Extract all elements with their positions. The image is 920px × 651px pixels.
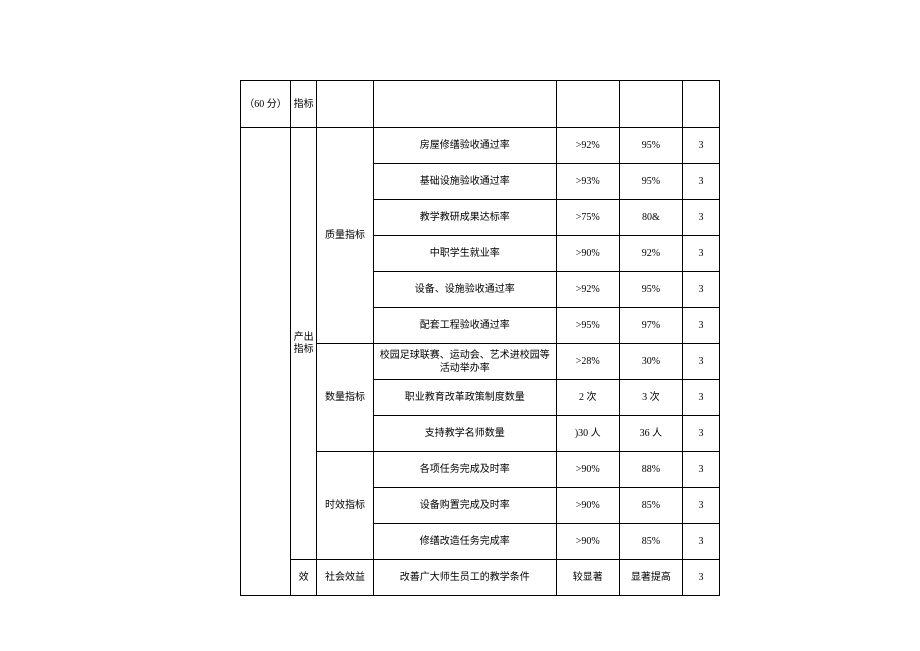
cell-target: >92% — [556, 128, 619, 164]
header-cell-blank-e — [556, 81, 619, 128]
cell-target: >28% — [556, 344, 619, 380]
table-row-bottom: 效 社会效益 改善广大师生员工的教学条件 较显著 显著提高 3 — [241, 560, 720, 596]
cell-actual: 88% — [619, 452, 682, 488]
section-label-quantity: 数量指标 — [317, 344, 374, 452]
cell-actual: 36 人 — [619, 416, 682, 452]
cell-target: >75% — [556, 200, 619, 236]
header-cell-score-weight: （60 分） — [241, 81, 291, 128]
cell-actual: 92% — [619, 236, 682, 272]
cell-score: 3 — [682, 128, 719, 164]
header-cell-indicator: 指标 — [291, 81, 317, 128]
header-cell-blank-d — [373, 81, 556, 128]
cell-target: >90% — [556, 236, 619, 272]
cell-score: 3 — [682, 524, 719, 560]
cell-desc: 设备购置完成及时率 — [373, 488, 556, 524]
cell-desc: 中职学生就业率 — [373, 236, 556, 272]
cell-target: >95% — [556, 308, 619, 344]
header-cell-blank-g — [682, 81, 719, 128]
cell-desc: 校园足球联赛、运动会、艺术进校园等活动举办率 — [373, 344, 556, 380]
cell-actual: 80& — [619, 200, 682, 236]
cell-score: 3 — [682, 200, 719, 236]
table-row: 产出指标 质量指标 房屋修缮验收通过率 >92% 95% 3 — [241, 128, 720, 164]
cell-target: >90% — [556, 524, 619, 560]
cell-desc: 教学教研成果达标率 — [373, 200, 556, 236]
section-label-social-benefit: 社会效益 — [317, 560, 374, 596]
section-label-quality: 质量指标 — [317, 128, 374, 344]
cell-score: 3 — [682, 380, 719, 416]
group-a-spacer — [241, 128, 291, 596]
section-label-timeliness: 时效指标 — [317, 452, 374, 560]
cell-actual: 3 次 — [619, 380, 682, 416]
cell-actual: 95% — [619, 164, 682, 200]
cell-score: 3 — [682, 560, 719, 596]
cell-actual: 95% — [619, 128, 682, 164]
header-cell-blank-f — [619, 81, 682, 128]
cell-target: )30 人 — [556, 416, 619, 452]
cell-target: >90% — [556, 452, 619, 488]
evaluation-table-container: （60 分） 指标 产出指标 质量指标 房屋修缮验收通过率 >92% 95% 3… — [240, 80, 720, 596]
cell-desc: 支持教学名师数量 — [373, 416, 556, 452]
cell-score: 3 — [682, 344, 719, 380]
cell-desc: 各项任务完成及时率 — [373, 452, 556, 488]
cell-score: 3 — [682, 416, 719, 452]
cell-desc: 改善广大师生员工的教学条件 — [373, 560, 556, 596]
cell-actual: 85% — [619, 488, 682, 524]
cell-target: >93% — [556, 164, 619, 200]
cell-actual: 95% — [619, 272, 682, 308]
cell-actual: 30% — [619, 344, 682, 380]
cell-score: 3 — [682, 236, 719, 272]
cell-actual: 85% — [619, 524, 682, 560]
cell-target: >92% — [556, 272, 619, 308]
cell-score: 3 — [682, 272, 719, 308]
cell-score: 3 — [682, 452, 719, 488]
cell-desc: 职业教育改革政策制度数量 — [373, 380, 556, 416]
evaluation-table: （60 分） 指标 产出指标 质量指标 房屋修缮验收通过率 >92% 95% 3… — [240, 80, 720, 596]
cell-score: 3 — [682, 488, 719, 524]
cell-desc: 配套工程验收通过率 — [373, 308, 556, 344]
header-cell-blank-c — [317, 81, 374, 128]
group-effect: 效 — [291, 560, 317, 596]
cell-score: 3 — [682, 308, 719, 344]
table-header-row: （60 分） 指标 — [241, 81, 720, 128]
cell-desc: 房屋修缮验收通过率 — [373, 128, 556, 164]
cell-actual: 显著提高 — [619, 560, 682, 596]
group-output-indicator: 产出指标 — [291, 128, 317, 560]
cell-desc: 设备、设施验收通过率 — [373, 272, 556, 308]
cell-actual: 97% — [619, 308, 682, 344]
cell-target: 2 次 — [556, 380, 619, 416]
cell-score: 3 — [682, 164, 719, 200]
cell-desc: 修缮改造任务完成率 — [373, 524, 556, 560]
cell-target: 较显著 — [556, 560, 619, 596]
cell-target: >90% — [556, 488, 619, 524]
cell-desc: 基础设施验收通过率 — [373, 164, 556, 200]
